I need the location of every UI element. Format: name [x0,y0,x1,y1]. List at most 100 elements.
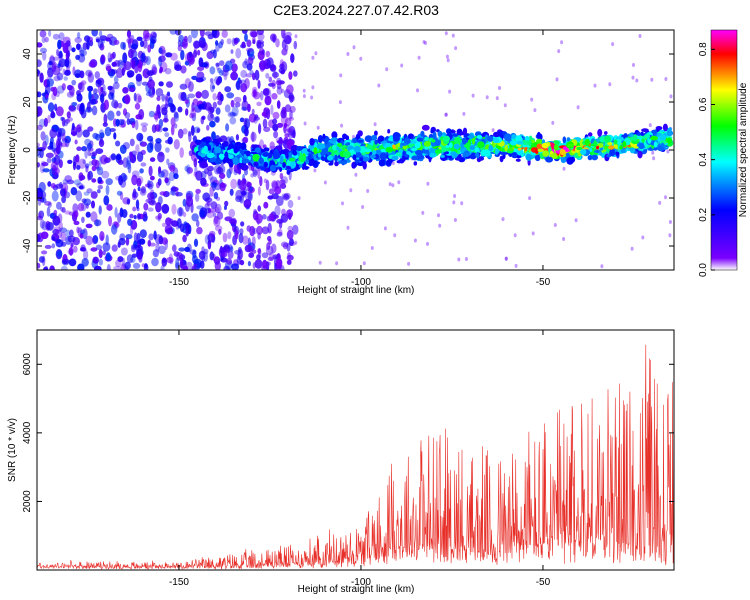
spectrogram-cell [392,135,400,142]
spectrogram-cell [131,174,138,186]
spectrogram-cell [651,129,658,134]
spectrogram-cell [180,65,187,74]
spectrogram-cell [148,165,153,177]
spectrogram-cell [441,145,447,153]
spectrogram-cell [140,122,149,127]
spectrogram-cell [133,92,137,102]
spectrogram-cell [200,76,207,82]
spectrogram-panel: -150 -100 -50 -40 -20 0 20 40 Height of straig… [7,29,675,296]
y-tick-label: 40 [22,48,33,60]
spectrogram-cell [286,230,294,240]
spectrogram-cell [504,256,508,261]
spectrogram-cell [510,140,517,146]
spectrogram-cell [187,224,192,235]
spectrogram-cell [291,130,296,138]
spectrogram-cell [192,40,201,49]
spectrogram-cell [559,148,567,156]
spectrogram-cell [356,162,365,167]
spectrogram-cells [37,30,674,270]
spectrogram-cell [274,205,281,217]
spectrogram-cell [664,195,667,200]
spectrogram-cell [73,210,79,218]
spectrogram-cell [440,154,445,158]
spectrogram-cell [238,233,244,244]
spectrogram-cell [437,130,443,137]
spectrogram-cell [648,123,652,128]
spectrogram-cell [262,88,270,96]
spectrogram-cell [129,151,133,160]
spectrogram-cell [669,94,673,99]
x-tick-label: -100 [351,277,371,288]
spectrogram-cell [41,191,47,200]
spectrogram-cell [346,225,350,230]
spectrogram-cell [40,47,47,54]
spectrogram-cell [369,154,377,159]
spectrogram-cell [207,146,212,151]
spectrogram-cell [499,151,507,155]
spectrogram-cell [204,197,213,203]
spectrogram-cell [127,48,134,59]
spectrogram-cell [223,265,230,270]
spectrogram-cell [102,250,106,256]
spectrogram-cell [413,238,417,243]
spectrogram-cell [139,229,147,239]
y-tick-label: 6000 [22,353,33,376]
spectrogram-cell [407,261,411,266]
spectrogram-cell [195,170,203,181]
spectrogram-cell [362,156,370,162]
spectrogram-cell [378,159,386,167]
spectrogram-cell [276,122,284,128]
spectrogram-cell [231,63,238,73]
spectrogram-cell [336,142,343,147]
spectrogram-cell [251,108,255,115]
spectrogram-cell [668,233,672,238]
spectrogram-cell [41,221,48,231]
spectrogram-cell [106,264,111,270]
spectrogram-cell [111,99,119,109]
spectrogram-cell [354,172,358,177]
spectrogram-cell [199,39,207,49]
spectrogram-cell [171,203,177,215]
spectrogram-cell [265,179,270,191]
spectrogram-cell [460,142,465,149]
spectrogram-cell [172,244,177,253]
spectrogram-cell [210,201,218,209]
spectrogram-cell [261,112,266,117]
spectrogram-cell [593,83,597,88]
spectrogram-cell [453,143,460,150]
spectrogram-cell [158,245,166,255]
spectrogram-cell [204,168,209,175]
spectrogram-cell [658,200,662,205]
spectrogram-cell [235,48,242,59]
spectrogram-cell [139,168,144,174]
y-tick-label: -40 [22,238,33,253]
spectrogram-cell [251,131,255,143]
spectrogram-cell [476,135,483,139]
spectrogram-cell [214,206,220,214]
spectrogram-cell [180,49,185,61]
x-tick-label: -150 [169,577,189,588]
spectrogram-cell [239,228,244,235]
spectrogram-cell [51,190,59,202]
spectrogram-cell [358,146,366,154]
spectrogram-cell [78,185,84,190]
spectrogram-cell [252,72,256,81]
spectrogram-cell [39,219,45,229]
spectrogram-cell [105,65,112,72]
spectrogram-cell [196,128,200,133]
spectrogram-cell [580,149,587,155]
spectrogram-cell [170,186,179,192]
y-tick-label: 2000 [22,490,33,513]
spectrogram-cell [302,88,306,93]
spectrogram-cell [240,221,245,227]
colorbar-tick-label: 0.0 [698,263,709,277]
spectrogram-cell [136,151,144,162]
spectrogram-cell [166,81,173,88]
spectrogram-cell [233,169,238,176]
spectrogram-cell [668,220,672,224]
colorbar-label: Normalized spectral amplitude [738,82,749,217]
x-tick-label: -150 [169,277,189,288]
spectrogram-cell [599,135,606,143]
spectrogram-cell [267,222,272,234]
spectrogram-cell [279,183,287,189]
